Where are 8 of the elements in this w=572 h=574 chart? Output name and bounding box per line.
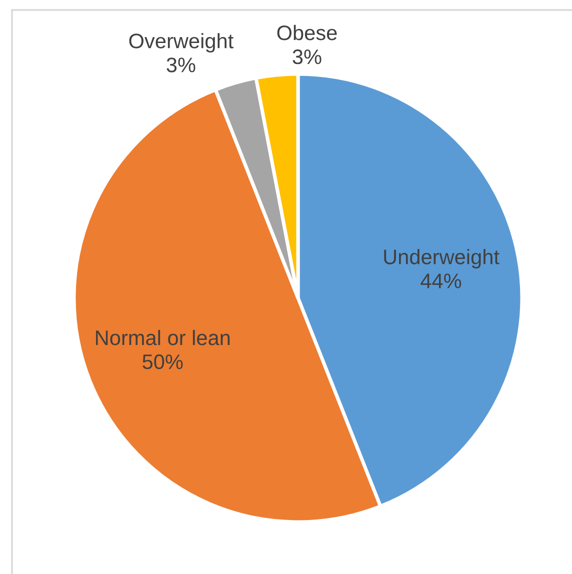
data-label: 50%: [142, 354, 183, 370]
slice-label: Obese: [277, 24, 337, 40]
data-label: 44%: [420, 274, 462, 288]
slice-label: Underweight: [384, 249, 500, 268]
slice-label: Normal or lean: [96, 330, 230, 346]
data-label: 3%: [166, 58, 196, 72]
data-label: 3%: [292, 49, 322, 64]
slice-label: Overweight: [129, 33, 234, 52]
